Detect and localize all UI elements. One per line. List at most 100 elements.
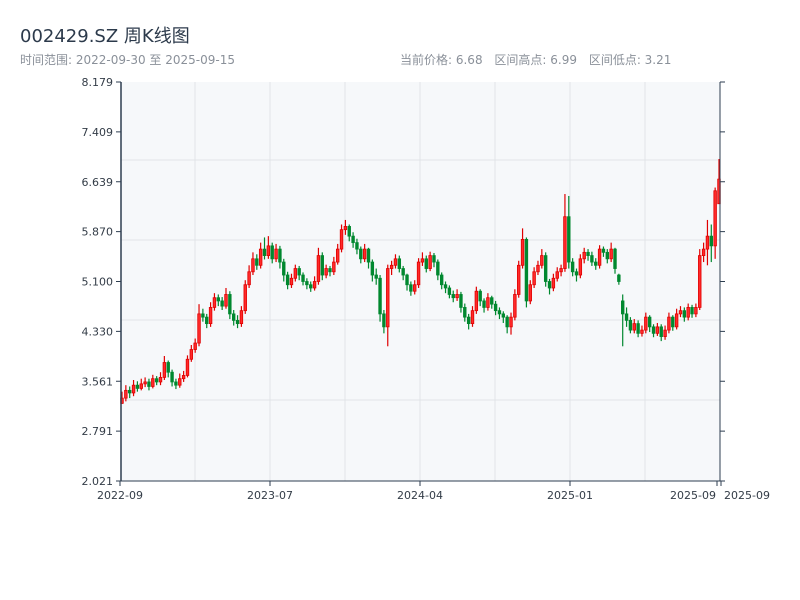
grid-lines — [121, 82, 720, 481]
candle-body — [158, 376, 163, 383]
candle-up — [674, 308, 679, 330]
candle-up — [555, 267, 559, 282]
candle-body — [663, 329, 667, 337]
candle-down — [478, 289, 482, 307]
candle-body — [659, 326, 663, 337]
candle-up — [582, 247, 586, 264]
candle-up — [532, 267, 536, 288]
candle-down — [382, 310, 386, 334]
candle-body — [686, 307, 690, 318]
candle-down — [320, 252, 324, 281]
candle-body — [474, 290, 479, 312]
candle-body — [567, 216, 571, 263]
candle-body — [251, 258, 255, 273]
candle-up — [705, 219, 710, 266]
candle-body — [208, 307, 213, 325]
candle-body — [255, 258, 259, 266]
candle-up — [343, 219, 348, 235]
candle-body — [543, 255, 548, 282]
candle-down — [482, 298, 486, 313]
candle-up — [640, 325, 644, 337]
candle-up — [393, 254, 398, 269]
candle-down — [231, 310, 236, 326]
candle-body — [655, 326, 660, 334]
candle-body — [416, 261, 421, 286]
candle-body — [674, 313, 679, 328]
candle-down — [235, 315, 240, 329]
candle-body — [497, 310, 502, 315]
candle-body — [428, 255, 432, 269]
candle-body — [178, 378, 182, 386]
candle-down — [505, 315, 509, 334]
candle-body — [420, 258, 425, 263]
candle-down — [447, 285, 452, 299]
candle-up — [239, 306, 244, 327]
candle-up — [420, 252, 425, 266]
candle-body — [355, 242, 359, 250]
candle-down — [378, 275, 382, 322]
y-tick-label: 8.179 — [82, 76, 114, 89]
candle-body — [347, 226, 351, 237]
candle-body — [536, 264, 540, 273]
candle-body — [278, 248, 282, 263]
candle-down — [594, 258, 598, 270]
candle-down — [201, 308, 205, 322]
candle-body — [216, 297, 220, 302]
candle-body — [274, 248, 278, 260]
y-tick-label: 5.100 — [82, 276, 114, 289]
candle-down — [255, 254, 259, 270]
y-tick-label: 7.409 — [82, 126, 114, 139]
candle-body — [667, 316, 671, 331]
candle-up — [178, 373, 182, 388]
candle-body — [617, 274, 621, 282]
candle-body — [513, 294, 517, 318]
candle-body — [193, 342, 197, 350]
candle-down — [605, 249, 610, 264]
y-tick-label: 5.870 — [82, 226, 114, 239]
candle-down — [147, 378, 151, 391]
candle-body — [463, 307, 467, 318]
candle-down — [347, 224, 351, 242]
candle-body — [285, 274, 290, 286]
candle-body — [597, 248, 602, 266]
candle-body — [651, 326, 656, 334]
candle-down — [567, 195, 571, 269]
candle-body — [601, 248, 606, 253]
candle-up — [251, 252, 255, 276]
candle-down — [397, 255, 402, 273]
candle-body — [270, 245, 274, 260]
candle-body — [262, 248, 267, 256]
candle-body — [505, 316, 509, 328]
candle-body — [339, 229, 344, 250]
candle-body — [647, 316, 652, 328]
candle-body — [154, 378, 159, 383]
candle-down — [285, 271, 290, 290]
candle-body — [594, 261, 598, 266]
candle-body — [328, 268, 332, 273]
candle-body — [466, 316, 471, 325]
candle-up — [667, 312, 671, 334]
candle-body — [644, 316, 648, 331]
candle-body — [590, 255, 594, 263]
candle-body — [301, 274, 305, 282]
candle-down — [574, 268, 579, 282]
candle-down — [524, 237, 529, 308]
candle-body — [424, 258, 428, 269]
candle-body — [297, 268, 301, 276]
y-tick-label: 6.639 — [82, 176, 114, 189]
candle-up — [189, 344, 194, 362]
candle-body — [482, 300, 486, 308]
candle-up — [644, 312, 648, 334]
candle-down — [154, 376, 159, 386]
candle-body — [135, 384, 140, 389]
candle-body — [401, 268, 405, 276]
candle-down — [309, 281, 313, 292]
candle-down — [590, 251, 594, 266]
candle-body — [316, 255, 321, 282]
candle-body — [405, 274, 409, 286]
candle-up — [578, 254, 583, 279]
candle-down — [709, 224, 713, 263]
candle-body — [540, 255, 544, 266]
candle-body — [174, 381, 178, 386]
candle-down — [647, 315, 652, 333]
